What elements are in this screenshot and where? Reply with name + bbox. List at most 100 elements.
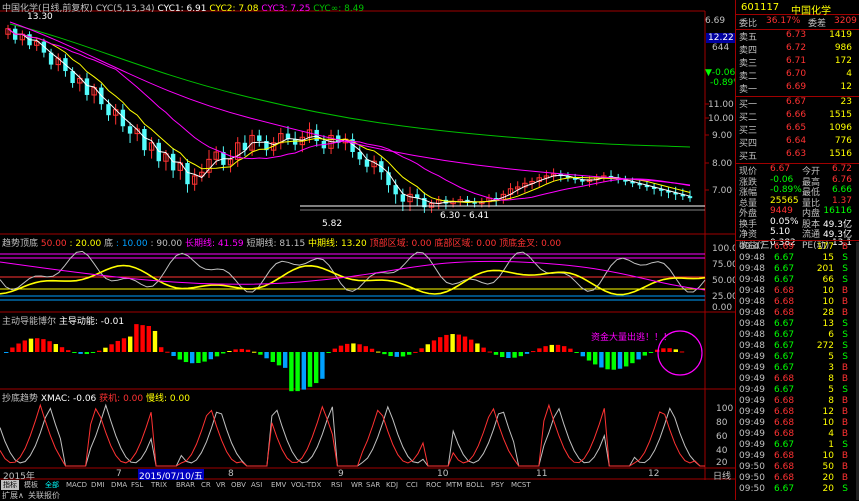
candle-body-down: [637, 183, 642, 186]
candle-body-down: [264, 140, 269, 151]
indicator-tab-cci[interactable]: CCI: [406, 481, 418, 489]
momentum-bar: [258, 352, 263, 355]
related-quote-tab[interactable]: 关联报价: [28, 491, 60, 500]
p4-tick-100: 100: [716, 404, 734, 414]
candle-body-down: [651, 186, 657, 189]
indicator-tab-mtm[interactable]: MTM: [446, 481, 463, 489]
tick-t: 09:49: [739, 451, 765, 461]
indicator-tab-obv[interactable]: OBV: [231, 481, 246, 489]
momentum-bar: [202, 352, 207, 362]
trend-value-4: : 90.00: [147, 239, 183, 249]
bid-label: 买三: [739, 126, 758, 136]
indicator-tab-emv[interactable]: EMV: [271, 481, 287, 489]
momentum-bar: [599, 352, 604, 368]
tick-p: 6.68: [774, 462, 795, 472]
momentum-bar: [84, 352, 89, 355]
indicator-tab-asi[interactable]: ASI: [251, 481, 263, 489]
momentum-bar: [351, 343, 356, 352]
momentum-bar: [679, 351, 685, 353]
trend-value-6: 短期线: 81.15: [243, 239, 306, 249]
stock-chart-area[interactable]: [0, 0, 735, 480]
ask-price: 6.71: [786, 56, 807, 66]
indicator-tab-vr[interactable]: VR: [216, 481, 226, 489]
long-term-line: [0, 260, 706, 291]
ask-price: 6.69: [786, 82, 807, 92]
date-axis-period: 日线: [713, 472, 732, 482]
momentum-bar: [301, 352, 306, 390]
stat-v2: 13.1: [831, 237, 852, 248]
indicator-tab-trix[interactable]: TRIX: [151, 481, 167, 489]
tick-row: 09:50 6.68 50 B: [736, 462, 856, 475]
indicator-tab-sar[interactable]: SAR: [366, 481, 381, 489]
momentum-bar: [630, 352, 635, 364]
candle-body-up: [191, 175, 198, 185]
indicator-tab-全部[interactable]: 全部: [45, 481, 59, 489]
ask-price: 6.73: [786, 30, 807, 40]
momentum-bar: [469, 339, 474, 352]
date-axis-9: 9: [338, 469, 344, 479]
stat-l1: 收益(三): [739, 240, 774, 251]
momentum-bar: [369, 348, 375, 352]
stat-v1: 0.382: [770, 237, 796, 248]
indicator-tab-fsl[interactable]: FSL: [131, 481, 144, 489]
indicator-tab-roc[interactable]: ROC: [426, 481, 442, 489]
momentum-bar: [276, 352, 282, 366]
stat-v2: 6.66: [831, 185, 852, 195]
indicator-tab-rsi[interactable]: RSI: [331, 481, 343, 489]
p4-tick-60: 60: [716, 432, 728, 442]
bid-label: 买一: [739, 100, 758, 110]
mid-term-line: [0, 264, 706, 296]
trend-value-7: 中期线: 13.20: [305, 239, 367, 249]
indicator-tab-macd[interactable]: MACD: [66, 481, 87, 489]
stat-l1: 现价: [739, 167, 758, 177]
stat-v2: 49.3亿: [822, 230, 852, 240]
tick-v: 201: [816, 264, 834, 274]
momentum-bar: [190, 352, 195, 364]
p2-tick-25: 25.00: [712, 292, 738, 302]
stat-row: 现价 6.67 今开 6.72: [736, 164, 856, 177]
main-chart-header: 中国化学(日线,前复权) CYC(5,13,34) CYC1: 6.91 CYC…: [2, 1, 364, 14]
diff-label: 委差: [808, 19, 827, 29]
momentum-bar: [580, 352, 585, 357]
tick-v: 8: [828, 374, 834, 384]
indicator-tab-mcst[interactable]: MCST: [511, 481, 531, 489]
momentum-bar: [171, 352, 176, 356]
order-ratio-row: 委比 36.17% 委差 3209: [736, 16, 857, 29]
momentum-bar: [574, 352, 579, 353]
tick-t: 09:50: [739, 473, 765, 483]
indicator-tab-boll[interactable]: BOLL: [466, 481, 484, 489]
indicator-tab-wr[interactable]: WR: [351, 481, 363, 489]
tick-v: 12: [822, 407, 834, 417]
bottom-fishing-panel-header: 抄底趋势 XMAC: -0.06 获机: 0.00 慢线: 0.00: [2, 391, 190, 404]
expand-button[interactable]: 扩展∧: [2, 491, 24, 500]
indicator-tab-psy[interactable]: PSY: [491, 481, 504, 489]
tick-list[interactable]: 09:47 6.69 177 B 09:48 6.67 15 S 09:48 6.67 201 S 09…: [736, 242, 859, 500]
p4-tick-80: 80: [716, 418, 728, 428]
date-axis-cursor: 2015/07/10/五: [138, 469, 204, 482]
stat-l2: 流通: [802, 230, 821, 240]
tick-v: 6: [828, 330, 834, 340]
tick-scrollbar[interactable]: [856, 242, 859, 500]
momentum-bar: [345, 343, 350, 352]
indicator-tab-dmi[interactable]: DMI: [91, 481, 105, 489]
tick-p: 6.68: [774, 308, 795, 318]
stat-row: 总量 25565 量比 1.37: [736, 196, 856, 209]
range-marker: 6.30 - 6.41: [440, 211, 490, 221]
indicator-tab-模板[interactable]: 模板: [24, 481, 38, 489]
ask-label: 卖四: [739, 46, 758, 56]
xmac-line: [0, 403, 705, 467]
ask-volume: 4: [846, 69, 852, 79]
momentum-bar: [549, 344, 554, 352]
indicator-tab-brar[interactable]: BRAR: [176, 481, 196, 489]
candle-body-up: [148, 142, 155, 151]
tick-d: S: [842, 275, 848, 285]
indicator-tab-指标[interactable]: 指标: [1, 480, 19, 490]
momentum-bar: [332, 348, 337, 352]
indicator-tab-cr[interactable]: CR: [201, 481, 211, 489]
indicator-tab-dma[interactable]: DMA: [111, 481, 128, 489]
tick-p: 6.67: [774, 385, 795, 395]
indicator-tab-vol-tdx[interactable]: VOL-TDX: [291, 481, 322, 489]
indicator-tab-kdj[interactable]: KDJ: [386, 481, 399, 489]
momentum-bar: [586, 352, 592, 361]
stat-v2: 49.3亿: [822, 219, 852, 230]
